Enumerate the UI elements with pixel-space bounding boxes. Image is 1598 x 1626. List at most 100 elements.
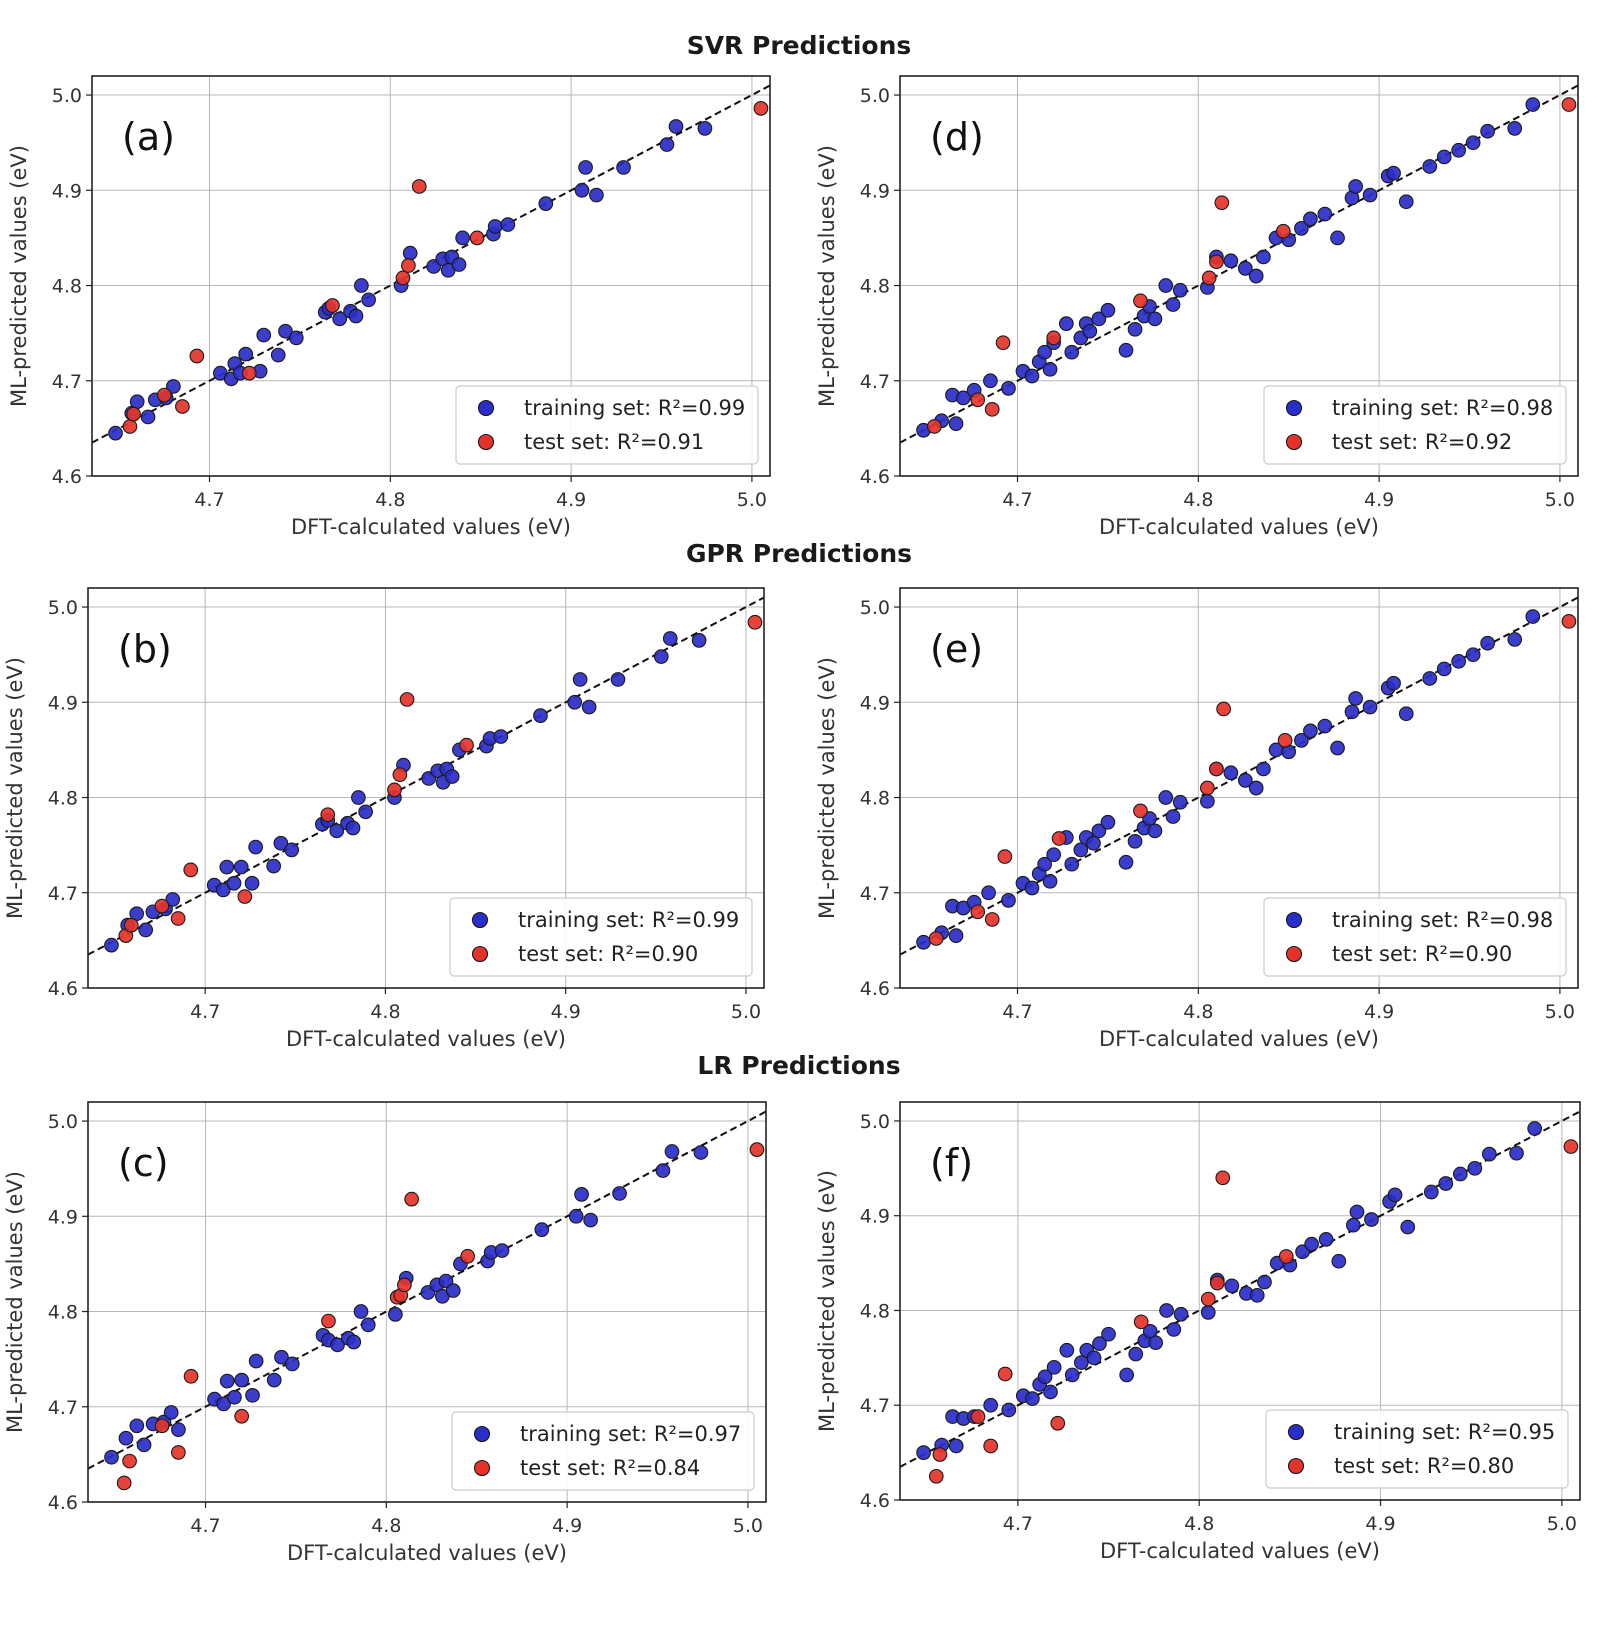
y-tick-label: 4.6 — [860, 466, 890, 488]
training-point — [1224, 1278, 1240, 1294]
x-tick-label: 4.9 — [1364, 1001, 1394, 1023]
panel-c: 4.7 4.8 4.9 5.0 4.6 4.7 4.8 4.9 5.0 (c) training s… — [3, 1101, 767, 1565]
legend-label-test: test set: R²=0.90 — [1332, 942, 1512, 966]
panel-label: (b) — [118, 627, 172, 671]
training-point — [1058, 316, 1074, 331]
test-point — [1278, 1249, 1294, 1264]
training-point — [1507, 632, 1523, 647]
training-point — [1172, 794, 1188, 810]
y-axis-label: ML-predicted values (eV) — [815, 145, 839, 407]
test-point — [321, 1313, 336, 1329]
training-point — [104, 937, 119, 953]
training-point — [1257, 1274, 1272, 1290]
test-point — [984, 401, 1000, 417]
training-point — [662, 631, 678, 646]
training-point — [163, 1405, 179, 1420]
training-point — [916, 1445, 931, 1460]
training-point — [451, 257, 467, 272]
test-point — [1133, 803, 1148, 819]
x-tick-label: 5.0 — [1545, 1001, 1575, 1023]
legend: training set: R²=0.95 test set: R²=0.80 — [1265, 1409, 1569, 1489]
x-tick-label: 4.8 — [1183, 489, 1213, 511]
training-point — [533, 708, 548, 723]
training-point — [493, 729, 509, 744]
training-point — [330, 1337, 345, 1353]
training-point — [1172, 282, 1188, 298]
test-point — [411, 179, 427, 194]
training-point — [1507, 121, 1523, 136]
legend-marker-test — [473, 1459, 491, 1477]
test-point — [1209, 761, 1224, 777]
training-point — [1344, 704, 1360, 720]
test-point — [1561, 97, 1577, 112]
section-title-gpr: GPR Predictions — [686, 539, 912, 568]
legend: training set: R²=0.98 test set: R²=0.92 — [1263, 385, 1567, 465]
training-point — [1159, 1303, 1174, 1318]
test-point — [753, 101, 769, 116]
legend-marker-training — [471, 911, 489, 929]
training-point — [612, 1186, 627, 1201]
training-point — [129, 394, 145, 410]
test-point — [747, 614, 763, 630]
training-point — [166, 379, 181, 394]
training-point — [1119, 1367, 1135, 1383]
y-tick-label: 4.9 — [860, 180, 890, 202]
training-point — [238, 346, 254, 362]
test-point — [1561, 613, 1577, 629]
test-point — [1200, 1291, 1216, 1307]
x-tick-label: 5.0 — [1547, 1513, 1577, 1535]
training-point — [234, 1372, 250, 1388]
x-axis-label: DFT-calculated values (eV) — [1100, 1539, 1380, 1563]
training-point — [1398, 194, 1414, 210]
training-point — [1043, 1384, 1058, 1400]
legend: training set: R²=0.97 test set: R²=0.84 — [451, 1411, 755, 1491]
training-point — [1330, 230, 1345, 246]
training-point — [1386, 165, 1401, 181]
training-point — [129, 1418, 145, 1434]
training-point — [388, 1307, 403, 1322]
panel-label: (d) — [930, 115, 984, 159]
test-point — [156, 387, 172, 403]
training-point — [1331, 1253, 1347, 1269]
training-point — [1165, 809, 1181, 824]
training-point — [1387, 1187, 1403, 1203]
training-point — [1064, 344, 1080, 360]
test-point — [932, 1447, 948, 1462]
training-point — [1249, 1287, 1265, 1303]
training-point — [108, 425, 123, 441]
training-point — [487, 219, 503, 234]
y-tick-label: 5.0 — [860, 1111, 890, 1133]
training-point — [445, 1283, 461, 1298]
training-point — [346, 1334, 362, 1350]
training-point — [610, 672, 626, 687]
training-point — [278, 323, 293, 339]
x-axis-label: DFT-calculated values (eV) — [1099, 1027, 1379, 1051]
test-point — [459, 737, 474, 753]
x-axis-label: DFT-calculated values (eV) — [291, 515, 571, 539]
training-point — [1256, 761, 1271, 777]
test-point — [170, 911, 186, 926]
y-tick-label: 4.7 — [860, 883, 890, 905]
training-point — [1304, 1236, 1319, 1252]
legend-marker-training — [477, 399, 495, 417]
training-point — [266, 858, 282, 874]
legend-marker-test — [477, 433, 495, 451]
section-title-svr: SVR Predictions — [687, 31, 912, 60]
panels: 4.7 4.8 4.9 5.0 4.6 4.7 4.8 4.9 5.0 (a) training s… — [3, 75, 1581, 1565]
training-point — [574, 1187, 589, 1202]
training-point — [1452, 1166, 1468, 1182]
plot-frame — [87, 587, 765, 989]
training-point — [1525, 609, 1541, 624]
section-title-lr: LR Predictions — [697, 1051, 900, 1080]
test-point — [997, 1366, 1013, 1382]
training-point — [1046, 1359, 1062, 1375]
test-point — [927, 419, 942, 434]
y-tick-label: 4.7 — [48, 1397, 78, 1419]
test-point — [1209, 254, 1224, 270]
training-point — [916, 934, 931, 950]
training-point — [216, 1396, 231, 1412]
training-point — [1147, 311, 1163, 327]
legend-marker-test — [471, 945, 489, 963]
training-point — [655, 1163, 671, 1178]
